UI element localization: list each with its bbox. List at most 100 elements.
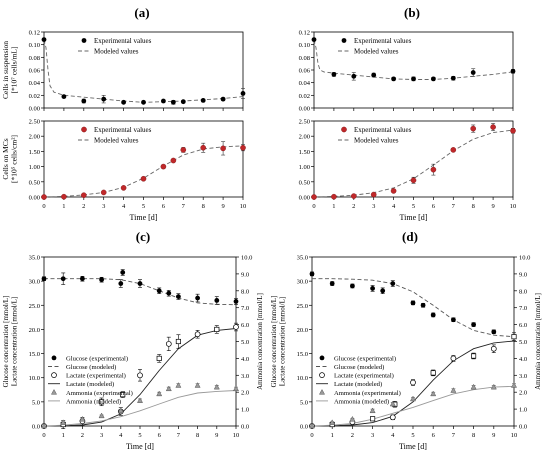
model-line [43, 145, 244, 198]
y-tick-label: 0.0 [300, 424, 308, 431]
lactate-point [165, 341, 172, 347]
data-point [200, 98, 206, 103]
glucose-point [370, 285, 375, 291]
y2-tick-label: 3.0 [519, 373, 527, 380]
legend-marker [51, 355, 57, 361]
data-point [490, 124, 496, 130]
x-tick-label: 4 [391, 432, 395, 439]
x-tick-label: 0 [42, 432, 45, 439]
lactate-point [233, 324, 239, 330]
legend-marker-experimental [341, 38, 347, 43]
data-point [331, 193, 337, 200]
legend-label: Glucose (modeled) [334, 364, 384, 371]
data-point [41, 194, 47, 200]
legend-label: Lactate (experimental) [334, 373, 394, 380]
ammonia-point [175, 382, 182, 388]
lactate-point [450, 355, 457, 362]
x-tick-label: 7 [177, 432, 181, 439]
legend-label-modeled: Modeled values [354, 48, 399, 56]
lactate-point [430, 370, 436, 376]
data-point [220, 96, 226, 102]
legend-label-modeled: Modeled values [94, 48, 139, 56]
glucose-point [166, 290, 172, 296]
data-point [430, 166, 437, 173]
y-tick-label: 15.0 [297, 351, 308, 358]
glucose-point [420, 302, 426, 308]
y-tick-label: 5.0 [300, 399, 308, 406]
model-line [313, 129, 514, 198]
y-tick-label: 0.00 [299, 106, 310, 113]
data-point [470, 125, 477, 132]
data-point [160, 163, 167, 170]
y-axis-label: [*10⁵ cells/cm²] [9, 135, 18, 183]
data-point [180, 147, 187, 153]
x-axis-label: Time [d] [399, 442, 427, 451]
data-point [81, 192, 87, 198]
y-axis-label: Cells in suspension [1, 41, 10, 99]
lactate-point [410, 379, 416, 386]
glucose-model-line [44, 278, 237, 306]
y-tick-label: 0.12 [29, 30, 40, 37]
ammonia-point [450, 387, 457, 393]
y-axis-label: Lactate concentration [mmol/L] [278, 297, 286, 386]
chart-b-top: 0.00 0.02 0.04 0.06 0.08 0.10 0.12 Experimental… [299, 30, 516, 113]
legend-marker [318, 388, 326, 395]
data-point [350, 193, 357, 199]
x-tick-label: 7 [182, 203, 186, 210]
data-point [140, 175, 147, 182]
ammonia-point [308, 422, 316, 429]
legend-label: Ammonia (modeled) [66, 398, 121, 405]
glucose-point [137, 281, 143, 286]
chart-b-bottom: 0.00 0.50 1.00 1.50 2.00 2.50 0 1 2 3 4 5 6 7 8 9 10 Time… [299, 119, 517, 223]
glucose-point [471, 322, 476, 327]
lactate-point [137, 372, 143, 379]
data-point [411, 76, 416, 82]
y2-tick-label: 8.0 [241, 288, 249, 295]
x-tick-label: 10 [510, 203, 517, 210]
x-tick-label: 2 [352, 203, 355, 210]
legend-label: Ammonia (modeled) [334, 398, 389, 405]
y-axis-label: Glucose concentration [mmol/L] [270, 296, 278, 388]
y2-tick-label: 6.0 [241, 322, 249, 329]
y2-axis-label: Ammonia concentration [mmol/L] [534, 293, 542, 390]
x-tick-label: 2 [81, 432, 84, 439]
x-tick-label: 6 [162, 203, 166, 210]
y-tick-label: 30.0 [29, 279, 40, 286]
x-tick-label: 8 [196, 432, 199, 439]
legend-marker-experimental [81, 126, 87, 133]
x-tick-label: 7 [452, 432, 456, 439]
y-axis-label: Lactate concentration [mmol/L] [10, 297, 18, 386]
lactate-point [490, 345, 497, 352]
data-point [81, 98, 87, 104]
y-tick-label: 1.50 [299, 149, 310, 156]
legend-marker [50, 388, 58, 395]
x-tick-label: 4 [392, 203, 396, 210]
lactate-point [156, 355, 162, 361]
glucose-point [176, 294, 181, 299]
glucose-point [156, 288, 162, 294]
y-axis-label: Glucose concentration [mmol/L] [2, 296, 10, 388]
lactate-point [120, 392, 126, 398]
y-tick-label: 2.00 [29, 134, 40, 141]
x-tick-label: 10 [233, 432, 240, 439]
glucose-point [410, 300, 416, 306]
legend-marker-experimental [81, 38, 87, 43]
lactate-point [194, 331, 201, 338]
plot-frame [313, 31, 514, 109]
x-tick-label: 4 [119, 432, 123, 439]
panel-label-b: (b) [404, 5, 420, 20]
y-tick-label: 20.0 [29, 327, 40, 334]
x-tick-label: 10 [511, 432, 518, 439]
data-point [101, 96, 107, 102]
x-tick-label: 1 [332, 203, 335, 210]
legend-marker [51, 372, 57, 378]
x-tick-label: 0 [42, 203, 45, 210]
y-tick-label: 0.12 [299, 30, 310, 37]
x-axis-label: Time [d] [126, 442, 154, 451]
data-point [431, 76, 436, 82]
y-tick-label: 2.50 [29, 119, 40, 126]
glucose-point [451, 317, 456, 323]
panel-label-c: (c) [136, 229, 150, 244]
lactate-point [370, 416, 376, 422]
